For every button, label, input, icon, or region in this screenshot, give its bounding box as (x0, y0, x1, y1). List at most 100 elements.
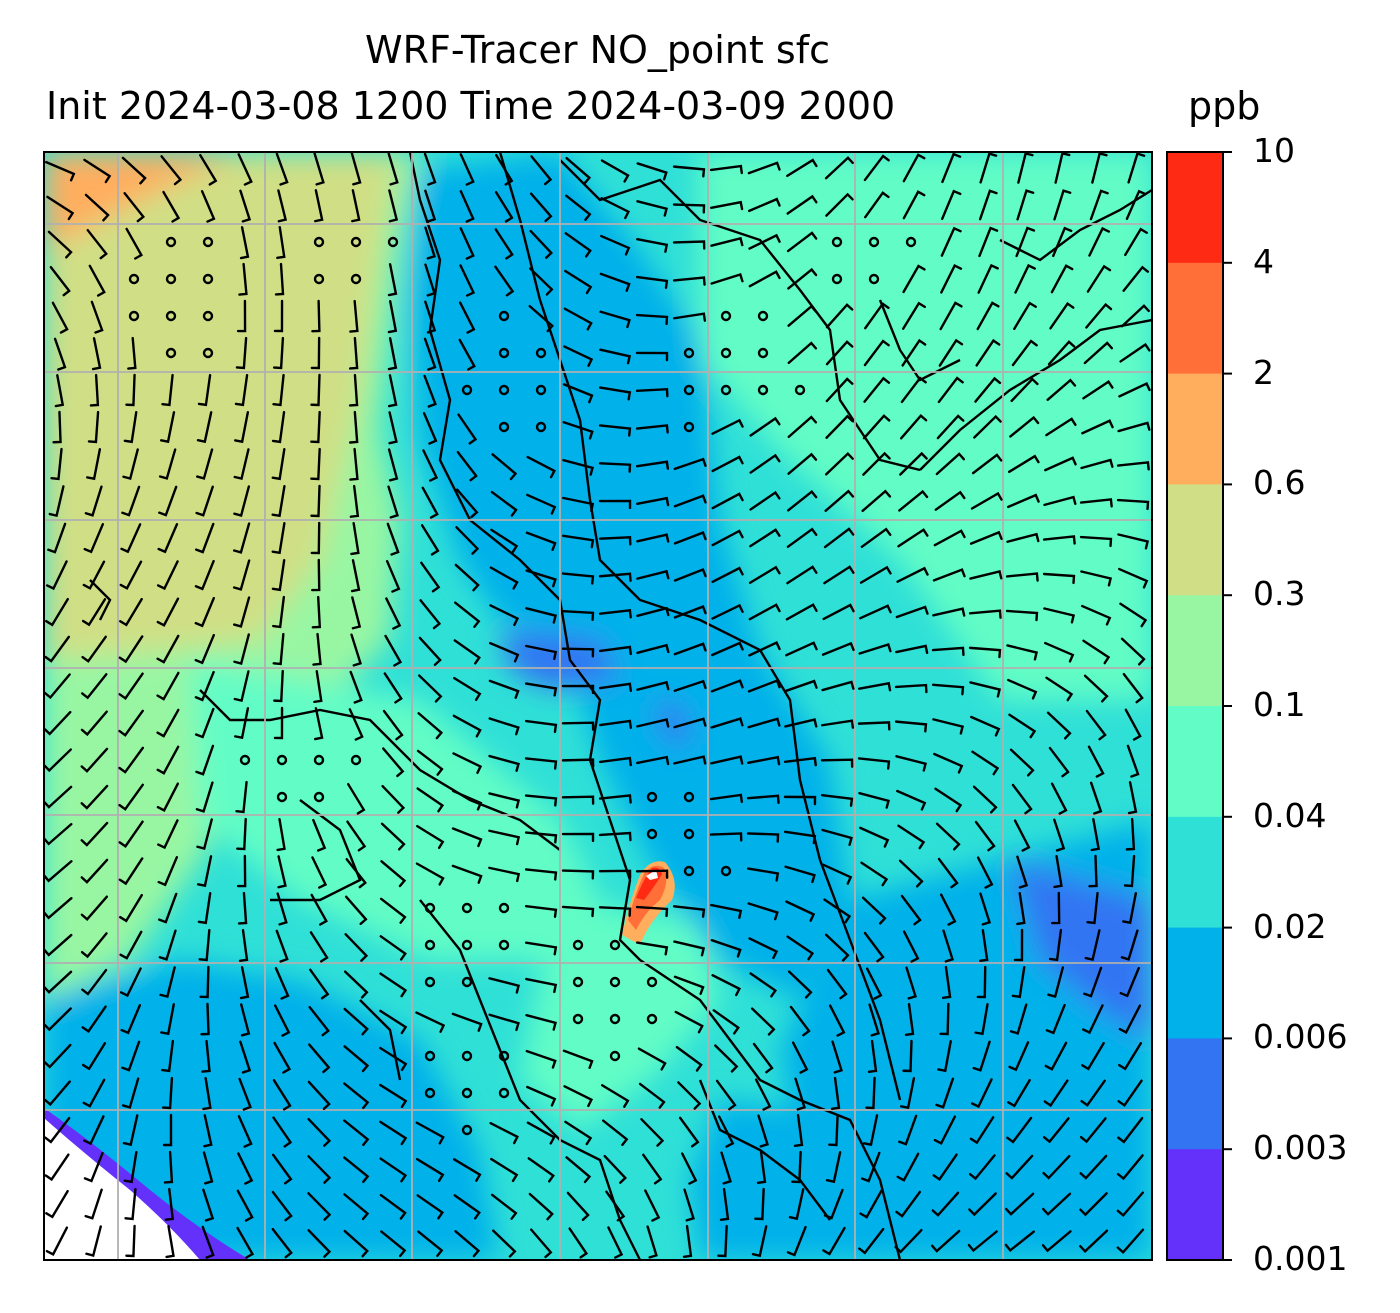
wind-barb (272, 1079, 292, 1111)
wind-barb (44, 933, 73, 957)
wind-barb (784, 865, 816, 884)
concentration-field (44, 152, 1152, 1260)
wind-barb (1081, 419, 1114, 435)
wind-barb (1044, 641, 1075, 663)
calm-wind-circle (350, 754, 362, 766)
wind-barb (711, 418, 744, 435)
wind-barb (271, 1190, 293, 1222)
wind-barb (277, 189, 288, 223)
wind-barb (937, 376, 964, 404)
wind-barb (897, 824, 926, 850)
wind-barb (635, 869, 669, 879)
wind-barb (194, 522, 215, 554)
wind-barb (524, 868, 558, 881)
calm-wind-circle (202, 236, 214, 248)
wind-barb (44, 673, 71, 700)
wind-barb (1046, 378, 1077, 401)
wind-barb (494, 228, 514, 260)
calm-wind-circle (461, 939, 473, 951)
wind-barb (200, 1002, 210, 1036)
calm-wind-circle (350, 236, 362, 248)
wind-barb (1006, 644, 1039, 661)
wind-barb (935, 822, 961, 851)
wind-barb (712, 1009, 740, 1035)
wind-barb (1007, 678, 1038, 700)
wind-barb (1120, 304, 1150, 328)
wind-barb (898, 489, 929, 512)
wind-barb (787, 970, 813, 999)
wind-barb (1122, 265, 1150, 292)
wind-barb (44, 860, 73, 883)
calm-wind-circle (535, 421, 547, 433)
wind-barb (239, 226, 250, 260)
calm-wind-circle (461, 1050, 473, 1062)
wind-barb (1127, 152, 1146, 184)
wind-barb (1011, 783, 1033, 815)
wind-barb (44, 822, 73, 846)
colorbar-tick-label: 2 (1253, 352, 1274, 392)
wind-barb (1116, 1228, 1145, 1254)
wind-barb (125, 227, 143, 260)
wind-barb (644, 1189, 661, 1222)
wind-barb (709, 832, 743, 842)
wind-barb (1052, 226, 1073, 258)
wind-barb (158, 929, 177, 961)
wind-barb (234, 373, 249, 407)
wind-barb (709, 793, 744, 804)
wind-barb (858, 681, 892, 692)
wind-barb (940, 263, 963, 294)
wind-barb (312, 818, 327, 852)
wind-barb (859, 565, 892, 584)
wind-barb (380, 860, 407, 888)
wind-barb (933, 1115, 957, 1145)
wind-barb (50, 447, 63, 481)
wind-barb (1088, 226, 1111, 257)
wind-barb (635, 351, 669, 362)
wind-barb (711, 641, 744, 657)
wind-barb (717, 1224, 728, 1258)
wind-barb (864, 191, 890, 219)
wind-barb (271, 447, 286, 481)
wind-barb (272, 1116, 293, 1148)
wind-barb (275, 929, 289, 963)
wind-barb (683, 1188, 695, 1222)
wind-barb (678, 1116, 700, 1148)
wind-barb (423, 374, 437, 408)
calm-wind-circle (239, 754, 251, 766)
wind-barb (674, 1010, 704, 1034)
wind-barb (969, 569, 1003, 580)
wind-barb (598, 794, 632, 804)
wind-barb (452, 789, 483, 811)
wind-barb (719, 1187, 730, 1221)
wind-barb (529, 1228, 553, 1259)
wind-barb (748, 233, 781, 250)
wind-barb (783, 756, 817, 767)
wind-barb (562, 458, 594, 476)
wind-barb (236, 854, 247, 888)
calm-wind-circle (461, 976, 473, 988)
wind-barb (635, 941, 669, 956)
wind-barb (348, 336, 359, 370)
wind-barb (525, 1049, 557, 1069)
wind-barb (562, 383, 594, 404)
wind-barb (488, 1013, 520, 1032)
wind-barb (424, 300, 437, 334)
wind-barb (823, 898, 852, 924)
wind-barb (1009, 748, 1035, 777)
wind-barb (236, 299, 247, 333)
wind-barb (198, 928, 211, 962)
wind-barb (309, 931, 329, 963)
wind-barb (525, 644, 558, 661)
wind-barb (860, 1151, 881, 1183)
wind-barb (525, 977, 558, 994)
calm-wind-circle (646, 791, 658, 803)
wind-barb (673, 940, 706, 957)
wind-barb (197, 891, 212, 925)
wind-barb (119, 560, 143, 590)
wind-barb (602, 1119, 629, 1147)
wind-barb (416, 1194, 444, 1220)
wind-barb (529, 267, 554, 296)
wind-barb (424, 263, 437, 297)
wind-barb (423, 152, 437, 186)
wind-barb (524, 757, 558, 770)
